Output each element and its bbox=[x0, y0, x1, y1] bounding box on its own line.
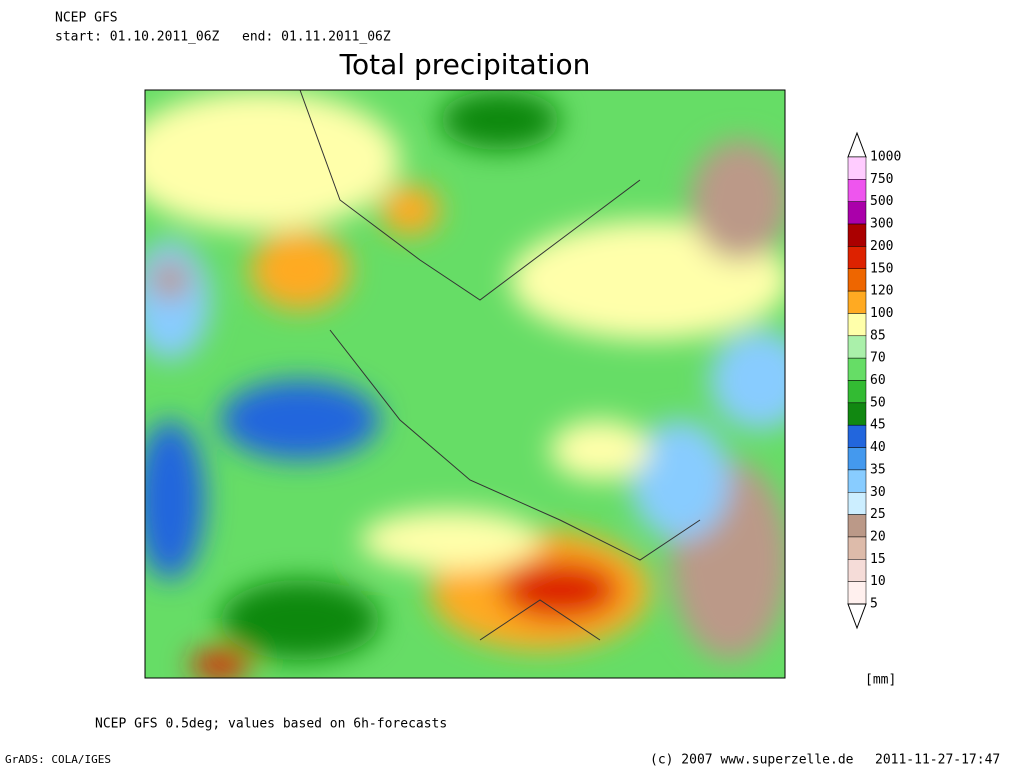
colorbar-label: 60 bbox=[870, 373, 886, 388]
colorbar-label: 100 bbox=[870, 306, 893, 321]
colorbar-label: 1000 bbox=[870, 150, 901, 165]
start-label: start: 01.10.2011_06Z bbox=[55, 30, 220, 45]
colorbar-box bbox=[847, 581, 867, 605]
colorbar-box bbox=[847, 492, 867, 515]
model-label: NCEP GFS bbox=[55, 11, 118, 26]
colorbar-label: 200 bbox=[870, 239, 893, 254]
colorbar-label: 750 bbox=[870, 172, 893, 187]
timestamp: 2011-11-27-17:47 bbox=[875, 753, 1000, 768]
colorbar-box bbox=[847, 179, 867, 202]
colorbar-box bbox=[847, 380, 867, 404]
colorbar-box bbox=[847, 156, 867, 180]
colorbar-box bbox=[847, 246, 867, 269]
colorbar-label: 85 bbox=[870, 328, 886, 343]
colorbar-box bbox=[847, 290, 867, 314]
colorbar-label: 70 bbox=[870, 351, 886, 366]
colorbar-arrow bbox=[847, 603, 867, 630]
colorbar-label: 300 bbox=[870, 217, 893, 232]
colorbar-label: 10 bbox=[870, 574, 886, 589]
colorbar-label: 15 bbox=[870, 552, 886, 567]
colorbar-label: 40 bbox=[870, 440, 886, 455]
colorbar-label: 45 bbox=[870, 418, 886, 433]
colorbar-box bbox=[847, 536, 867, 560]
colorbar-box bbox=[847, 357, 867, 381]
colorbar-label: 30 bbox=[870, 485, 886, 500]
colorbar-label: 50 bbox=[870, 395, 886, 410]
software-label: GrADS: COLA/IGES bbox=[5, 753, 111, 766]
colorbar-box bbox=[847, 559, 867, 582]
colorbar-box bbox=[847, 447, 867, 471]
end-label: end: 01.11.2011_06Z bbox=[242, 30, 391, 45]
precipitation-field bbox=[145, 90, 785, 678]
colorbar-label: 20 bbox=[870, 529, 886, 544]
colorbar-box bbox=[847, 402, 867, 426]
colorbar-box bbox=[847, 514, 867, 538]
colorbar-label: 500 bbox=[870, 194, 893, 209]
colorbar-label: 120 bbox=[870, 284, 893, 299]
colorbar-box bbox=[847, 335, 867, 359]
coastline bbox=[299, 90, 701, 641]
colorbar-box bbox=[847, 313, 867, 337]
colorbar-box bbox=[847, 424, 867, 448]
colorbar-arrow bbox=[847, 131, 867, 158]
colorbar: 1000 750 500 300 200 150 120 100 85 70 60 50 45 40 35 3… bbox=[847, 131, 901, 630]
copyright: (c) 2007 www.superzelle.de bbox=[650, 753, 854, 768]
colorbar-label: 5 bbox=[870, 597, 878, 612]
map-frame bbox=[144, 89, 786, 679]
colorbar-box bbox=[847, 223, 867, 247]
footnote: NCEP GFS 0.5deg; values based on 6h-fore… bbox=[95, 717, 447, 732]
unit-label: [mm] bbox=[865, 673, 896, 688]
colorbar-box bbox=[847, 268, 867, 292]
colorbar-label: 35 bbox=[870, 462, 886, 477]
colorbar-label: 150 bbox=[870, 261, 893, 276]
colorbar-box bbox=[847, 469, 867, 493]
title: Total precipitation bbox=[339, 48, 591, 81]
colorbar-box bbox=[847, 201, 867, 225]
colorbar-label: 25 bbox=[870, 507, 886, 522]
